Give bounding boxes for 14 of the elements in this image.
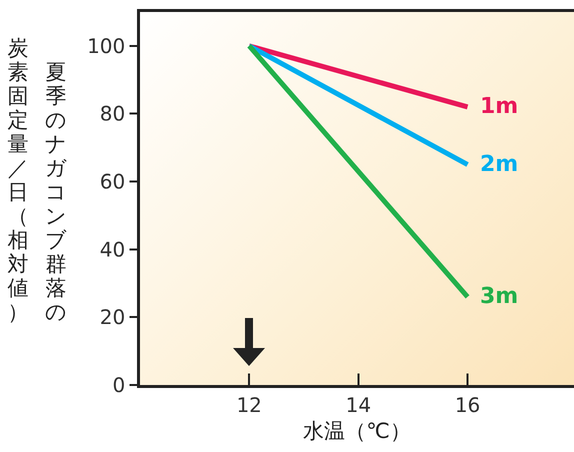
series-label: 1m <box>480 94 518 119</box>
y-tick-label: 40 <box>100 237 126 262</box>
series-label: 2m <box>480 152 518 177</box>
text: 夏季のナガコンブ群落の炭素固定量／日（相対値） <box>8 36 67 324</box>
y-tick-label: 100 <box>87 34 126 58</box>
series-label: 3m <box>480 284 518 309</box>
x-axis-title: 水温（℃） <box>303 418 411 443</box>
y-tick-label: 0 <box>112 373 126 397</box>
y-tick-label: 20 <box>100 305 126 330</box>
y-tick-label: 60 <box>100 170 126 194</box>
x-tick-label: 14 <box>346 392 372 417</box>
x-tick-label: 12 <box>236 392 262 417</box>
x-tick-label: 16 <box>454 392 480 417</box>
y-tick-label: 80 <box>100 102 126 126</box>
